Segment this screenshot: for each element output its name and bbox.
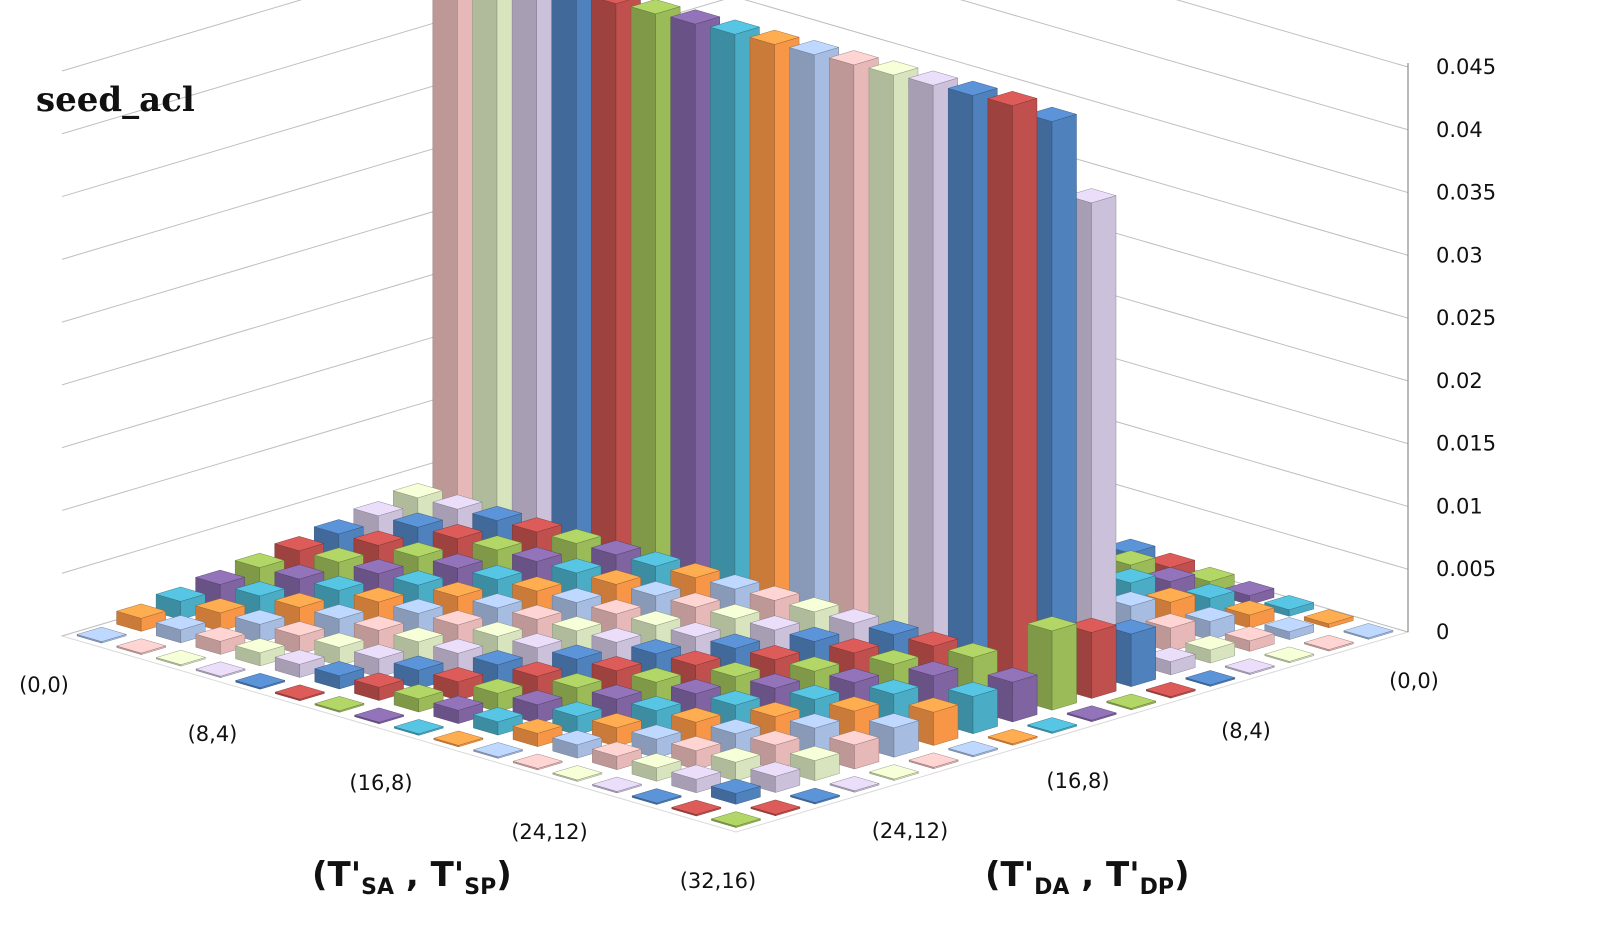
bar bbox=[1026, 717, 1078, 734]
y-tick-label: (16,8) bbox=[1046, 769, 1109, 793]
bar bbox=[829, 776, 880, 793]
bar bbox=[155, 615, 207, 644]
bar bbox=[433, 695, 484, 724]
bar bbox=[908, 752, 959, 770]
z-tick-label: 0.02 bbox=[1436, 369, 1483, 393]
bar bbox=[789, 787, 841, 805]
bar bbox=[710, 811, 762, 828]
bar bbox=[472, 707, 524, 736]
z-tick-label: 0.04 bbox=[1436, 118, 1483, 142]
bar bbox=[1224, 658, 1276, 675]
z-axis-ticks: 0 0.005 0.01 0.015 0.02 0.025 0.03 0.035 0.04 0.0… bbox=[1436, 55, 1496, 644]
z-tick-label: 0.03 bbox=[1436, 243, 1483, 267]
gridline bbox=[61, 0, 1409, 72]
bar bbox=[433, 730, 484, 748]
bar bbox=[512, 718, 563, 747]
chart-bars bbox=[76, 0, 1394, 828]
bar bbox=[1224, 600, 1275, 629]
bar bbox=[353, 672, 405, 701]
bar bbox=[155, 650, 207, 667]
bar bbox=[671, 799, 722, 817]
bar bbox=[1184, 635, 1236, 664]
bar bbox=[115, 638, 167, 655]
bar bbox=[76, 626, 127, 644]
bar bbox=[631, 753, 682, 782]
y-tick-label: (24,12) bbox=[872, 819, 949, 843]
bar bbox=[195, 626, 246, 655]
x-tick-label: (16,8) bbox=[349, 771, 412, 795]
bar bbox=[1303, 634, 1355, 652]
y-axis-title: (T'DA , T'DP) bbox=[985, 855, 1190, 900]
bar bbox=[234, 673, 286, 690]
bar bbox=[195, 661, 246, 678]
bar bbox=[947, 740, 999, 758]
bar bbox=[591, 776, 643, 794]
bar bbox=[591, 741, 643, 770]
bar bbox=[314, 696, 365, 713]
x-tick-label: (0,0) bbox=[19, 673, 69, 697]
bar bbox=[472, 742, 524, 759]
bar bbox=[1185, 670, 1236, 687]
bar bbox=[1263, 595, 1315, 617]
bar bbox=[947, 681, 999, 734]
y-tick-label: (8,4) bbox=[1221, 719, 1271, 743]
bar bbox=[393, 719, 445, 736]
x-axis-ticks: (0,0) (8,4) (16,8) (24,12) (32,16) bbox=[19, 673, 756, 893]
bar bbox=[987, 729, 1038, 746]
x-axis-title: (T'SA , T'SP) bbox=[312, 855, 512, 900]
bar bbox=[552, 765, 603, 782]
bar bbox=[274, 684, 326, 702]
bar bbox=[1145, 682, 1197, 699]
bar bbox=[1264, 646, 1315, 664]
y-axis-ticks: (0,0) (8,4) (16,8) (24,12) bbox=[872, 669, 1439, 843]
z-tick-label: 0.01 bbox=[1436, 494, 1483, 518]
z-tick-label: 0.045 bbox=[1436, 55, 1496, 79]
y-tick-label: (0,0) bbox=[1389, 669, 1439, 693]
z-tick-label: 0.015 bbox=[1436, 432, 1496, 456]
z-tick-label: 0.035 bbox=[1436, 181, 1496, 205]
bar bbox=[393, 684, 444, 713]
bar bbox=[1343, 623, 1394, 640]
x-tick-label: (32,16) bbox=[680, 869, 757, 893]
gridline bbox=[61, 0, 1409, 198]
bar bbox=[1263, 617, 1315, 640]
bar bbox=[472, 678, 524, 713]
z-tick-label: 0.005 bbox=[1436, 557, 1496, 581]
bar bbox=[234, 638, 286, 667]
x-tick-label: (8,4) bbox=[188, 722, 238, 746]
bar bbox=[314, 661, 365, 690]
bar bbox=[670, 764, 722, 794]
bar bbox=[829, 730, 880, 770]
bar bbox=[1303, 609, 1355, 629]
bar bbox=[710, 778, 762, 805]
bar bbox=[987, 91, 1038, 699]
bar bbox=[512, 753, 563, 771]
chart-title: seed_acl bbox=[36, 80, 195, 120]
bar bbox=[1105, 693, 1157, 711]
z-tick-label: 0 bbox=[1436, 620, 1449, 644]
bar bbox=[750, 799, 801, 817]
bar bbox=[353, 707, 405, 725]
bar bbox=[631, 788, 682, 805]
gridline bbox=[61, 0, 1409, 135]
bar bbox=[1224, 626, 1275, 652]
bar bbox=[1066, 705, 1117, 722]
z-tick-label: 0.025 bbox=[1436, 306, 1496, 330]
bar bbox=[868, 764, 920, 781]
bar bbox=[551, 730, 603, 759]
x-tick-label: (24,12) bbox=[511, 820, 588, 844]
bar bbox=[274, 649, 325, 678]
